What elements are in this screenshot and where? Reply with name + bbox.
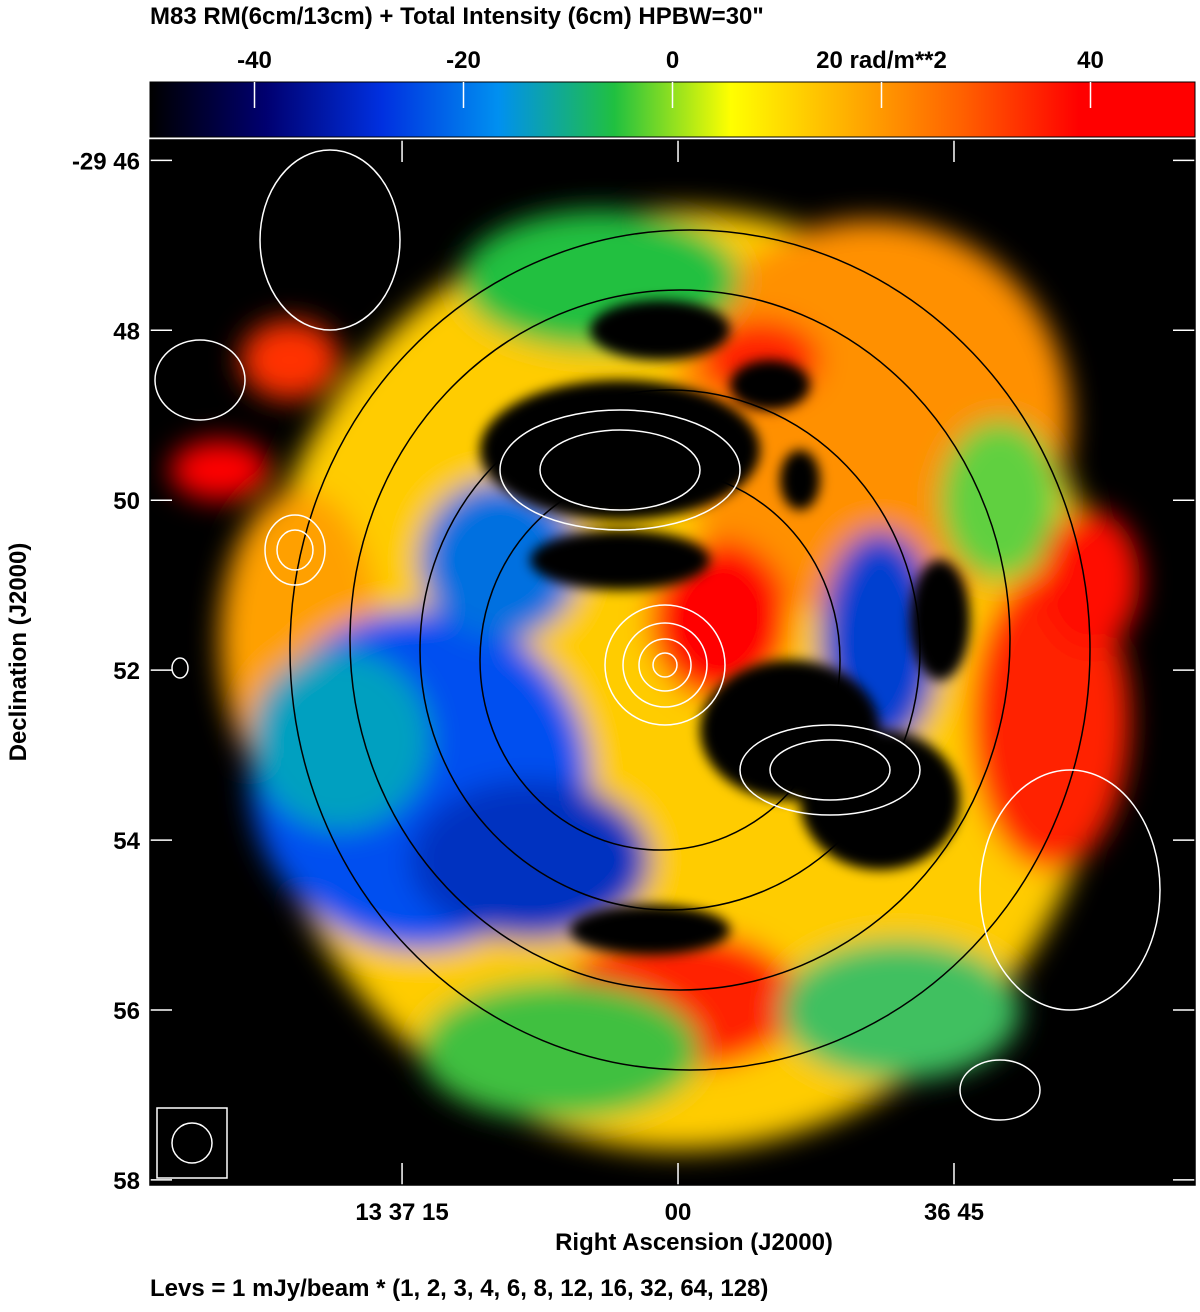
y-tick-label: 48 — [113, 318, 140, 345]
x-tick-label: 36 45 — [924, 1199, 984, 1226]
y-tick-label: 50 — [113, 488, 140, 515]
colorbar-tick-label: -20 — [446, 47, 481, 74]
y-tick-label: 52 — [113, 658, 140, 685]
chart-title: M83 RM(6cm/13cm) + Total Intensity (6cm)… — [150, 3, 764, 30]
colorbar-tick-label: 40 — [1077, 47, 1104, 74]
colorbar-tick-label: 20 rad/m**2 — [816, 47, 947, 74]
y-tick-label: 58 — [113, 1168, 140, 1195]
contours — [154, 149, 1161, 1121]
x-axis-label: Right Ascension (J2000) — [555, 1229, 833, 1256]
y-tick-label: -29 46 — [72, 148, 140, 175]
x-tick-label: 00 — [665, 1199, 692, 1226]
y-tick-label: 54 — [113, 828, 140, 855]
y-axis-label: Declination (J2000) — [5, 543, 32, 762]
y-tick-label: 56 — [113, 998, 140, 1025]
colorbar-tick-label: -40 — [237, 47, 272, 74]
plot-frame — [149, 139, 1196, 1186]
x-tick-label: 13 37 15 — [355, 1199, 448, 1226]
footnote: Levs = 1 mJy/beam * (1, 2, 3, 4, 6, 8, 1… — [150, 1275, 768, 1302]
colorbar-tick-label: 0 — [666, 47, 679, 74]
beam — [156, 1107, 228, 1179]
